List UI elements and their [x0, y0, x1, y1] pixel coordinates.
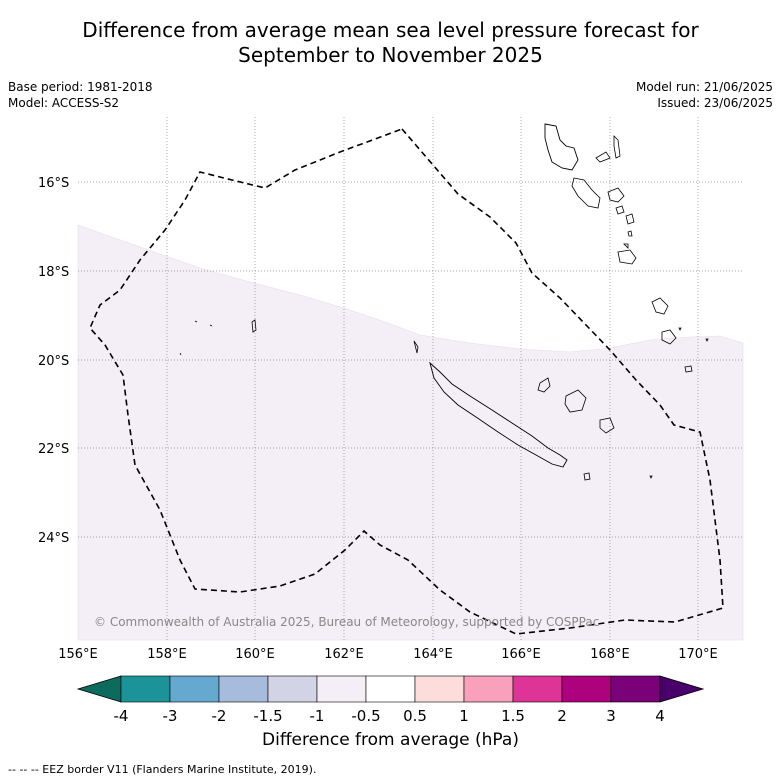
lon-label-170e: 170°E [678, 647, 718, 662]
grid-lines [78, 117, 743, 640]
aniwa-island [678, 327, 682, 331]
meta-right: Model run: 21/06/2025 Issued: 23/06/2025 [636, 79, 773, 111]
colorbar-extend-high [659, 675, 705, 703]
colorbar-labels: -4 -3 -2 -1.5 -1 -0.5 0.5 1 1.5 2 3 4 [114, 707, 665, 725]
colorbar-title: Difference from average (hPa) [262, 730, 519, 750]
colorbar-segment [267, 675, 318, 703]
erromango-island [651, 297, 669, 315]
copyright-notice: © Commonwealth of Australia 2025, Bureau… [94, 615, 599, 629]
colorbar-extend-low [76, 675, 122, 703]
title-line-1: Difference from average mean sea level p… [82, 18, 699, 42]
espiritu-santo-island [544, 123, 579, 171]
colorbar-tick-label: 3 [606, 707, 616, 725]
small-islands [623, 213, 635, 249]
colorbar-tick-label: -2 [212, 707, 227, 725]
colorbar-segment [463, 675, 514, 703]
colorbar-tick-label: 4 [655, 707, 665, 725]
futuna-island [705, 338, 709, 342]
belep-islands [413, 340, 419, 354]
colorbar-tick-label: 1.5 [501, 707, 525, 725]
maewo-island [613, 135, 621, 159]
lon-label-168e: 168°E [590, 647, 630, 662]
model-run: Model run: 21/06/2025 [635, 80, 773, 94]
lon-label-158e: 158°E [147, 647, 187, 662]
longitude-labels: 156°E 158°E 160°E 162°E 164°E 166°E 168°… [58, 647, 718, 662]
efate-island [617, 249, 637, 265]
aneityum-island [684, 365, 693, 373]
colorbar-segment [316, 675, 367, 703]
lon-label-162e: 162°E [324, 647, 364, 662]
lon-label-166e: 166°E [501, 647, 541, 662]
colorbar-tick-label: 1 [459, 707, 469, 725]
title-line-2: September to November 2025 [238, 43, 543, 67]
colorbar-tick-label: -3 [163, 707, 178, 725]
colorbar-segment [414, 675, 465, 703]
meta-left: Base period: 1981-2018 Model: ACCESS-S2 [8, 79, 153, 111]
walpole-island [649, 475, 653, 479]
colorbar-tick-label: -1.5 [253, 707, 282, 725]
pressure-anomaly-region [77, 224, 744, 641]
lat-label-24s: 24°S [38, 531, 69, 546]
lat-label-20s: 20°S [38, 354, 69, 369]
colorbar-segment [120, 675, 171, 703]
chesterfield-islands [251, 319, 257, 333]
colorbar-tick-label: 0.5 [403, 707, 427, 725]
mare-island [599, 417, 615, 434]
colorbar-segment [512, 675, 563, 703]
ouvea-island [537, 377, 551, 393]
tanna-island [661, 329, 677, 345]
lat-label-22s: 22°S [38, 442, 69, 457]
eez-border [89, 128, 724, 635]
lat-label-18s: 18°S [38, 265, 69, 280]
colorbar-segment [365, 675, 416, 703]
bampton-reef [179, 320, 213, 356]
colorbar [76, 675, 705, 703]
lat-label-16s: 16°S [38, 176, 69, 191]
map-title: Difference from average mean sea level p… [0, 18, 781, 68]
map-area: © Commonwealth of Australia 2025, Bureau… [77, 117, 744, 641]
colorbar-segment [169, 675, 220, 703]
eez-legend: -- -- -- EEZ border V11 (Flanders Marine… [8, 763, 317, 776]
ambae-island [595, 151, 611, 163]
latitude-labels: 16°S 18°S 20°S 22°S 24°S [38, 176, 69, 546]
colorbar-segment [610, 675, 661, 703]
pentecost-island [607, 187, 625, 203]
lon-label-164e: 164°E [413, 647, 453, 662]
colorbar-tick-label: -0.5 [351, 707, 380, 725]
new-caledonia-island [429, 361, 568, 468]
lifou-island [564, 389, 587, 413]
colorbar-segment [561, 675, 612, 703]
isle-of-pines [583, 472, 591, 481]
base-period: Base period: 1981-2018 [8, 80, 153, 94]
malekula-island [571, 177, 601, 209]
colorbar-segment [218, 675, 269, 703]
colorbar-tick-label: 2 [557, 707, 567, 725]
colorbar-tick-label: -4 [114, 707, 129, 725]
lon-label-156e: 156°E [58, 647, 98, 662]
model-name: Model: ACCESS-S2 [8, 96, 120, 110]
epi-island [615, 205, 625, 215]
issued-date: Issued: 23/06/2025 [657, 96, 773, 110]
lon-label-160e: 160°E [235, 647, 275, 662]
colorbar-tick-label: -1 [310, 707, 325, 725]
